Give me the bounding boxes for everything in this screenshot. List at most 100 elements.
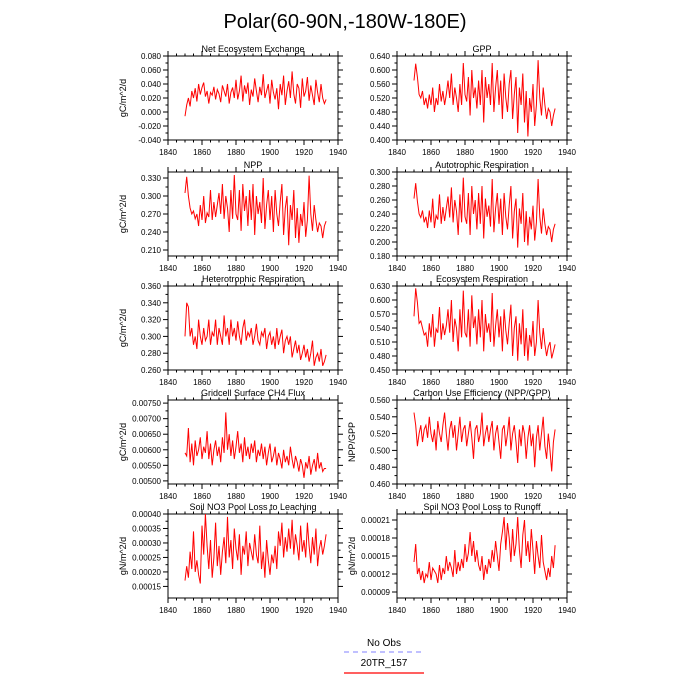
x-tick-label: 1840 [159,264,177,273]
y-tick-label: 0.480 [370,463,391,472]
y-tick-label: 0.630 [370,282,391,291]
y-tick-label: 0.00012 [361,570,390,579]
chart-panel: GPP 1840 1860 1880 1900 1920 1940 0.400 0.440 0.4… [370,44,576,157]
y-tick-label: 0.00035 [132,524,161,533]
y-axis-label: gC/m^2/d [118,423,128,461]
y-tick-label: 0.00018 [361,534,390,543]
y-tick-label: 0.280 [141,349,162,358]
y-tick-label: 0.260 [141,366,162,375]
x-tick-label: 1840 [159,148,177,157]
x-tick-label: 1920 [295,378,313,387]
chart-panel: Autotrophic Respiration 1840 1860 1880 1900 1… [370,160,576,273]
y-tick-label: 0.480 [370,352,391,361]
y-tick-label: 0.520 [370,430,391,439]
legend: No Obs 20TR_157 [344,638,424,674]
x-tick-label: 1840 [388,148,406,157]
y-tick-label: 0.000 [141,108,162,117]
x-tick-label: 1920 [295,492,313,501]
x-tick-label: 1920 [524,492,542,501]
y-tick-label: 0.00700 [132,415,161,424]
series-line [184,412,327,478]
x-tick-label: 1880 [227,492,245,501]
x-tick-label: 1900 [490,606,508,615]
y-tick-label: 0.560 [370,396,391,405]
y-tick-label: 0.060 [141,66,162,75]
x-tick-label: 1940 [558,264,576,273]
y-tick-label: 0.640 [370,52,391,61]
x-tick-label: 1840 [159,606,177,615]
x-tick-label: 1900 [261,264,279,273]
chart-panel: Soil NO3 Pool Loss to Leaching 1840 1860 18… [118,502,347,615]
x-tick-label: 1840 [159,378,177,387]
x-tick-label: 1880 [227,378,245,387]
x-tick-label: 1920 [295,264,313,273]
chart-panel: Heterotrophic Respiration 1840 1860 1880 190… [118,274,347,387]
x-tick-label: 1940 [558,606,576,615]
y-tick-label: 0.00021 [361,516,390,525]
series-line [413,177,556,248]
y-tick-label: 0.260 [370,196,391,205]
chart-panel: Carbon Use Efficiency (NPP/GPP) 1840 1860 1… [347,388,576,501]
x-tick-label: 1880 [227,606,245,615]
y-tick-label: 0.300 [141,192,162,201]
x-tick-label: 1940 [558,148,576,157]
x-tick-label: 1920 [524,264,542,273]
y-tick-label: 0.240 [370,210,391,219]
panel-title: Net Ecosystem Exchange [201,44,304,54]
x-tick-label: 1920 [295,148,313,157]
panel-title: NPP [244,160,263,170]
x-tick-label: 1920 [524,606,542,615]
x-tick-label: 1860 [193,264,211,273]
series-line [184,71,327,117]
x-tick-label: 1880 [456,378,474,387]
x-tick-label: 1880 [227,264,245,273]
series-line [184,174,327,246]
x-tick-label: 1940 [329,492,347,501]
panel-title: Heterotrophic Respiration [202,274,304,284]
y-tick-label: 0.220 [370,224,391,233]
x-tick-label: 1900 [490,378,508,387]
series-line [413,288,556,361]
y-tick-label: 0.280 [370,182,391,191]
x-tick-label: 1920 [295,606,313,615]
y-tick-label: 0.510 [370,338,391,347]
y-axis-label: gC/m^2/d [118,79,128,117]
x-tick-label: 1940 [558,378,576,387]
y-tick-label: 0.600 [370,66,391,75]
y-tick-label: 0.00025 [132,553,161,562]
y-tick-label: 0.020 [141,94,162,103]
x-tick-label: 1920 [524,148,542,157]
y-tick-label: 0.00020 [132,568,161,577]
panel-title: Ecosystem Respiration [436,274,528,284]
y-tick-label: 0.00015 [361,552,390,561]
x-tick-label: 1900 [490,264,508,273]
y-tick-label: 0.340 [141,299,162,308]
y-tick-label: 0.330 [141,174,162,183]
y-tick-label: 0.480 [370,108,391,117]
y-tick-label: 0.00750 [132,399,161,408]
chart-panel: Ecosystem Respiration 1840 1860 1880 1900 192… [370,274,576,387]
series-line [413,412,556,472]
x-tick-label: 1900 [261,492,279,501]
x-tick-label: 1860 [422,492,440,501]
x-tick-label: 1900 [490,492,508,501]
series-line [184,302,327,366]
x-tick-label: 1900 [261,148,279,157]
x-tick-label: 1940 [329,606,347,615]
y-tick-label: -0.020 [138,122,161,131]
x-tick-label: 1880 [456,606,474,615]
y-axis-label: gC/m^2/d [118,309,128,347]
y-tick-label: 0.00650 [132,430,161,439]
y-tick-label: 0.600 [370,296,391,305]
y-axis-label: gN/m^2/d [347,537,357,575]
x-tick-label: 1860 [193,606,211,615]
y-tick-label: 0.00500 [132,477,161,486]
y-tick-label: 0.00550 [132,461,161,470]
x-tick-label: 1940 [558,492,576,501]
y-tick-label: 0.080 [141,52,162,61]
y-tick-label: 0.320 [141,316,162,325]
y-tick-label: 0.440 [370,122,391,131]
panel-title: Carbon Use Efficiency (NPP/GPP) [413,388,550,398]
y-tick-label: 0.520 [370,94,391,103]
y-tick-label: -0.040 [138,136,161,145]
